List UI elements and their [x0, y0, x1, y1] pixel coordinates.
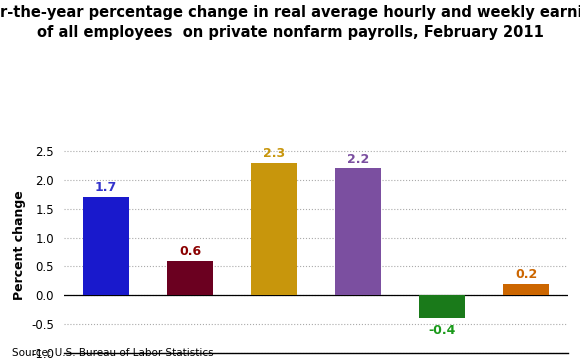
- Text: -0.4: -0.4: [429, 324, 456, 337]
- Text: 0.6: 0.6: [179, 245, 201, 258]
- Text: 2.2: 2.2: [347, 153, 369, 166]
- Y-axis label: Percent change: Percent change: [13, 190, 26, 300]
- Bar: [251, 163, 297, 295]
- Bar: [503, 284, 549, 295]
- Text: 2.3: 2.3: [263, 147, 285, 160]
- Text: Source: U.S. Bureau of Labor Statistics: Source: U.S. Bureau of Labor Statistics: [12, 348, 213, 358]
- Bar: [167, 261, 213, 295]
- Bar: [335, 168, 381, 295]
- Bar: [83, 197, 129, 295]
- Text: Over-the-year percentage change in real average hourly and weekly earnings
of al: Over-the-year percentage change in real …: [0, 5, 580, 40]
- Text: 1.7: 1.7: [95, 181, 117, 194]
- Text: 0.2: 0.2: [515, 268, 538, 281]
- Bar: [419, 295, 465, 318]
